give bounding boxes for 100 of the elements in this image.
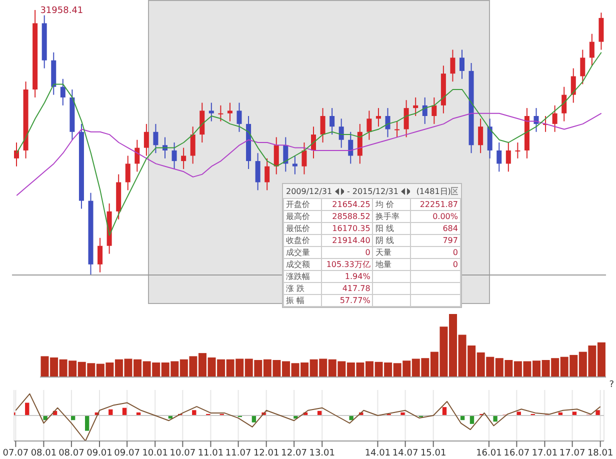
x-tick-label: 13.01 — [309, 448, 335, 458]
annotation: 16170.35 — [321, 222, 373, 234]
annotation: - 2015/12/31 — [346, 186, 398, 196]
x-tick-label: 12.07 — [281, 448, 307, 458]
annotation: 均 价 — [372, 198, 410, 210]
annotation: 105.33万亿 — [321, 258, 373, 270]
x-tick-label: 10.07 — [170, 448, 196, 458]
annotation: 0 — [321, 246, 373, 258]
candlestick — [153, 123, 158, 154]
annotation: 684 — [410, 222, 460, 234]
bar — [25, 402, 30, 416]
candlestick — [236, 102, 242, 132]
candlestick — [98, 237, 103, 273]
candlestick — [357, 123, 362, 164]
x-tick-label: 16.01 — [476, 448, 502, 458]
candlestick — [125, 155, 130, 191]
text: 57.77% — [321, 294, 373, 306]
annotation: 797 — [410, 234, 460, 246]
candlestick — [404, 100, 409, 138]
x-tick-label: 16.07 — [504, 448, 530, 458]
candlestick — [283, 136, 288, 172]
annotation: 0 — [410, 258, 460, 270]
bar — [85, 416, 90, 431]
x-tick-label: 09.07 — [114, 448, 140, 458]
candlestick — [394, 120, 400, 138]
x-tick-label: 08.07 — [58, 448, 84, 458]
annotation: 收盘价 — [284, 234, 321, 246]
text: ? — [609, 380, 614, 390]
annotation: 成交量 — [284, 246, 321, 258]
annotation: 成交额 — [284, 258, 321, 270]
x-tick-label: 07.07 — [2, 448, 29, 458]
x-tick-label: 11.01 — [198, 448, 224, 458]
candlestick — [292, 155, 298, 175]
candlestick — [515, 142, 520, 159]
x-tick-label: 12.01 — [253, 448, 280, 458]
bar — [493, 416, 498, 422]
candlestick — [366, 110, 372, 140]
x-tick-label: 10.01 — [142, 448, 168, 458]
x-tick-label: 15.01 — [420, 448, 446, 458]
annotation: 地量 — [372, 258, 410, 270]
candlestick — [487, 118, 492, 159]
annotation: 22251.87 — [410, 198, 460, 210]
x-tick-label: 14.01 — [364, 448, 391, 458]
x-tick-label: 17.07 — [559, 448, 586, 458]
text: 涨 跌 — [284, 282, 321, 294]
annotation: 阳 线 — [372, 222, 410, 234]
annotation: 开盘价 — [284, 198, 321, 210]
candlestick — [218, 104, 224, 122]
candlestick — [385, 108, 390, 138]
annotation: 阴 线 — [372, 234, 410, 246]
annotation: 2009/12/31 — [286, 186, 332, 196]
candlestick — [255, 152, 260, 191]
candlestick — [144, 123, 149, 156]
annotation: 31958.41 — [40, 6, 84, 16]
bar — [470, 416, 474, 424]
candlestick — [338, 118, 344, 148]
candlestick — [552, 104, 558, 132]
x-tick-label: 08.01 — [30, 448, 57, 458]
annotation: 最低价 — [284, 222, 321, 234]
bar — [442, 407, 447, 416]
annotation: 天量 — [372, 246, 410, 258]
x-tick-label: 14.07 — [392, 448, 418, 458]
candlestick — [60, 78, 66, 106]
candlestick — [376, 108, 381, 128]
candlestick — [181, 147, 186, 170]
annotation: 换手率 — [372, 210, 410, 222]
text: 417.78 — [321, 282, 373, 294]
candlestick — [200, 102, 205, 143]
candlestick — [598, 12, 604, 50]
candlestick — [460, 49, 464, 80]
candlestick — [570, 68, 576, 104]
candlestick — [496, 142, 502, 172]
candlestick — [432, 96, 437, 124]
x-tick-label: 09.01 — [86, 448, 112, 458]
candlestick — [348, 131, 354, 164]
candlestick — [413, 96, 418, 116]
candlestick — [478, 118, 484, 154]
annotation: 21914.40 — [321, 234, 373, 246]
candlestick — [450, 49, 456, 82]
candlestick — [208, 102, 214, 122]
candlestick — [134, 139, 140, 172]
text: 振 幅 — [284, 294, 321, 306]
candlestick — [172, 142, 177, 170]
annotation: 28588.52 — [321, 210, 373, 222]
x-tick-label: 11.07 — [225, 448, 252, 458]
bar — [252, 416, 256, 422]
annotation: (1481日) — [416, 186, 451, 196]
candlestick — [264, 158, 270, 191]
candlestick — [274, 136, 279, 175]
candlestick — [330, 108, 335, 136]
annotation: 0.00% — [410, 210, 460, 222]
candlestick — [580, 49, 586, 85]
x-tick-label: 18.01 — [587, 448, 614, 458]
annotation: 涨跌幅 — [284, 270, 321, 282]
candlestick — [562, 86, 567, 122]
annotation: 最高价 — [284, 210, 321, 222]
x-tick-label: 17.01 — [532, 448, 558, 458]
annotation: 1.94% — [321, 270, 373, 282]
candlestick — [506, 142, 511, 172]
candlestick — [14, 142, 19, 167]
